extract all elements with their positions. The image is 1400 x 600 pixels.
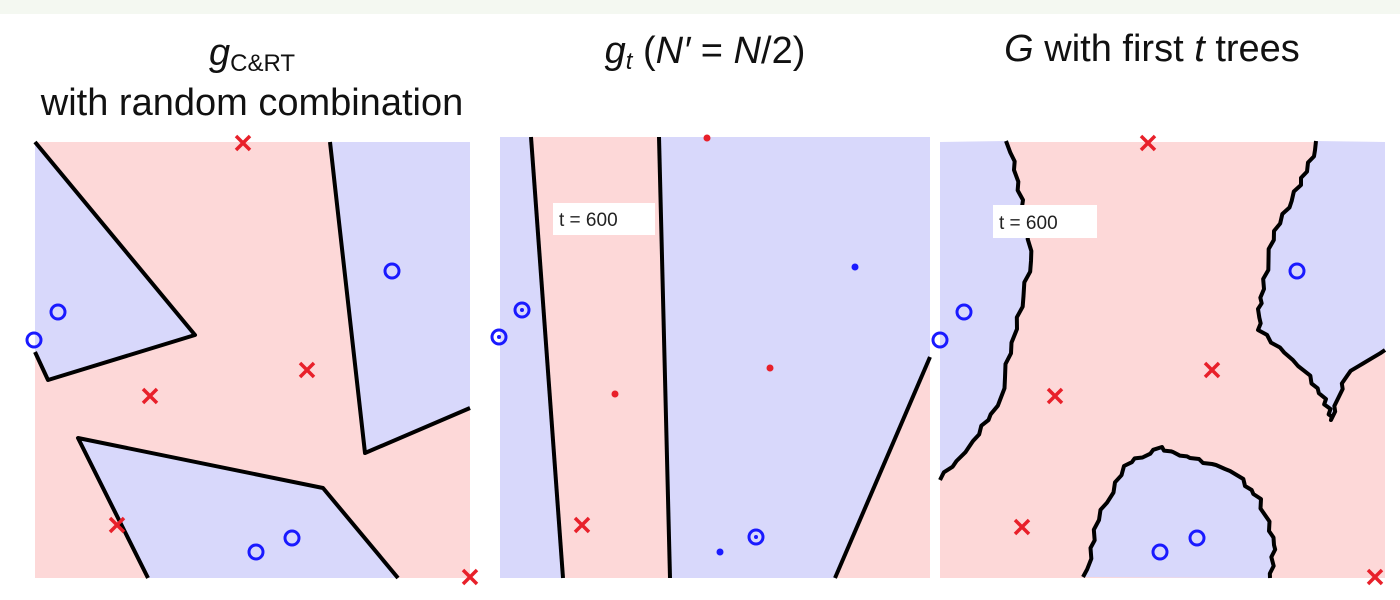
title-part: /2) (761, 30, 806, 72)
o-marker (25, 331, 43, 349)
decision-boundary (657, 136, 672, 579)
title-symbol: g (208, 32, 231, 74)
o-marker (513, 301, 531, 319)
small-point (611, 390, 619, 398)
x-marker (234, 134, 252, 152)
panel2-title: gt (N′ = N/2) (605, 30, 806, 76)
x-marker (1203, 361, 1221, 379)
title-part: = (690, 30, 734, 72)
annotation-box: t = 600 (993, 205, 1097, 238)
small-point (766, 364, 774, 372)
region-positive (1083, 447, 1276, 578)
o-marker (931, 331, 949, 349)
x-marker (298, 361, 316, 379)
annotation-text: t = 600 (559, 210, 618, 231)
o-marker (247, 543, 265, 561)
o-marker (49, 303, 67, 321)
x-marker (141, 387, 159, 405)
panel1-title: gC&RT (209, 32, 295, 78)
o-marker-center (754, 535, 758, 539)
x-marker (1139, 134, 1157, 152)
x-marker (1046, 387, 1064, 405)
title-symbol: g (604, 30, 626, 72)
panel-single-tree (490, 134, 932, 579)
title-part: N′ (655, 30, 691, 72)
o-marker (383, 262, 401, 280)
top-band (0, 0, 1400, 14)
panel-cart-random-combination (25, 134, 479, 586)
title-part: trees (1204, 28, 1300, 70)
decision-boundary (1081, 445, 1278, 579)
title-subscript: t (625, 48, 633, 75)
panel1-subtitle: with random combination (40, 82, 464, 124)
small-point (716, 548, 724, 556)
o-marker (955, 303, 973, 321)
x-marker (1013, 518, 1031, 536)
panel-forest-first-t-trees (931, 134, 1387, 586)
o-marker (1288, 262, 1306, 280)
small-point (851, 263, 859, 271)
annotation-box: t = 600 (553, 203, 655, 235)
title-part: with first (1033, 28, 1195, 70)
region-positive (35, 142, 195, 380)
region-positive (78, 438, 398, 578)
small-point (703, 134, 711, 142)
o-marker (1151, 543, 1169, 561)
x-marker (1366, 568, 1384, 586)
o-marker-center (520, 308, 524, 312)
x-marker (108, 516, 126, 534)
panel3-title: G with first t trees (1004, 28, 1300, 71)
title-subscript: C&RT (230, 50, 296, 77)
decision-boundary (529, 136, 565, 579)
decision-boundary (833, 356, 932, 579)
annotation-text: t = 600 (999, 213, 1058, 234)
region-negative (531, 137, 670, 578)
o-marker (490, 328, 508, 346)
decision-boundary (76, 436, 400, 580)
title-symbol: G (1004, 28, 1034, 70)
title-part: ( (632, 30, 656, 72)
x-marker (461, 568, 479, 586)
o-marker (283, 529, 301, 547)
x-marker (573, 516, 591, 534)
o-marker (1188, 529, 1206, 547)
decision-boundary (1256, 140, 1387, 422)
region-positive (330, 142, 470, 453)
title-part: t (1194, 28, 1205, 70)
decision-boundary (328, 141, 471, 455)
region-positive (1258, 141, 1385, 420)
o-marker-center (497, 335, 501, 339)
decision-boundary (938, 140, 1034, 481)
decision-boundary (33, 140, 197, 382)
o-marker (747, 528, 765, 546)
title-part: N (733, 30, 762, 72)
